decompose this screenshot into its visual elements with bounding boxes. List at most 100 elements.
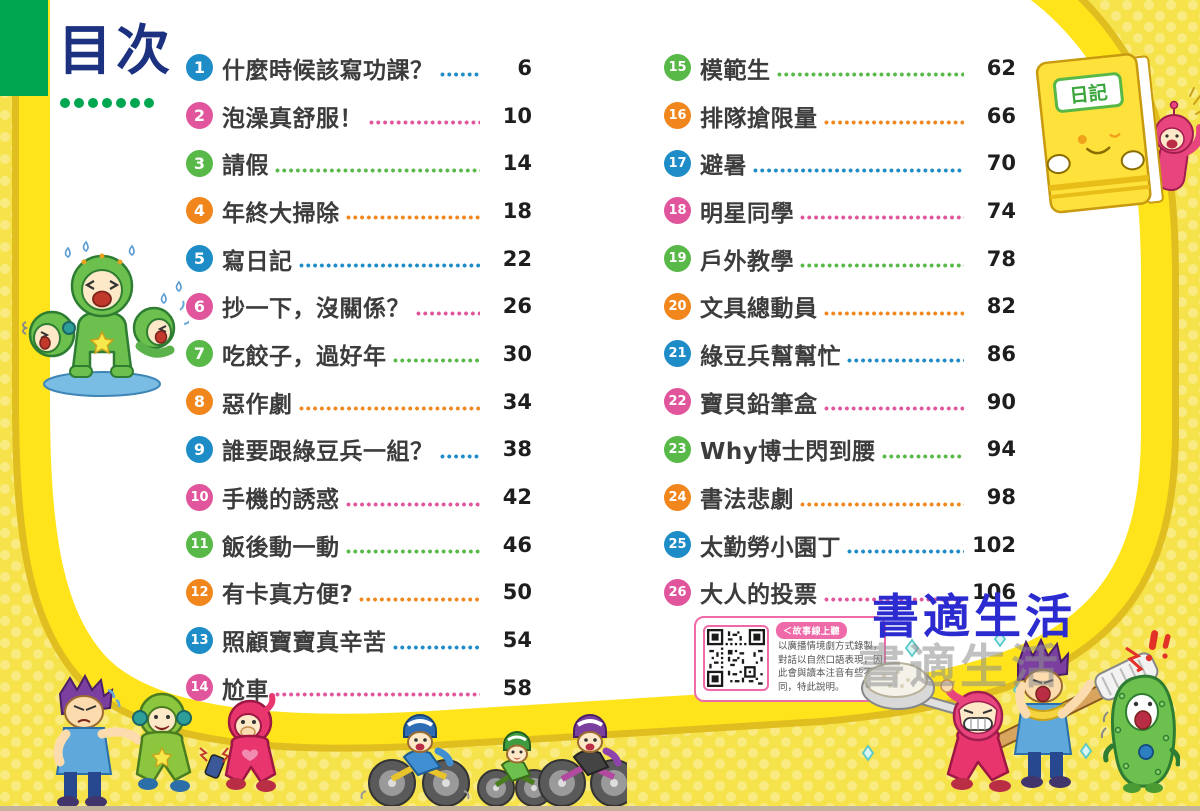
chapter-title: 尬車	[222, 677, 269, 704]
toc-entry[interactable]: 8 惡作劇 34	[186, 378, 532, 426]
dotted-leader	[392, 358, 480, 364]
chapter-number-badge: 16	[664, 102, 691, 130]
chapter-page-number: 90	[986, 389, 1016, 414]
dotted-leader	[823, 406, 964, 412]
chapter-page-number: 54	[502, 628, 532, 653]
chapter-page-number: 10	[502, 103, 532, 128]
toc-entry[interactable]: 25 太勤勞小園丁 102	[664, 521, 1016, 569]
chapter-title: 年終大掃除	[222, 200, 340, 227]
toc-entry[interactable]: 20 文具總動員 82	[664, 282, 1016, 330]
dotted-leader	[298, 263, 480, 269]
chapter-page-number: 86	[986, 341, 1016, 366]
toc-column-right: 15 模範生 62 16 排隊搶限量 66 17 避暑 70 18 明星同學 7…	[664, 44, 1016, 616]
toc-entry[interactable]: 1 什麼時候該寫功課？ 6	[186, 44, 532, 92]
chapter-number-badge: 15	[664, 54, 691, 82]
chapter-number-badge: 6	[186, 292, 213, 320]
toc-entry[interactable]: 11 飯後動一動 46	[186, 521, 532, 569]
chapter-page-number: 94	[986, 437, 1016, 462]
chapter-page-number: 18	[502, 198, 532, 223]
chapter-number-badge: 3	[186, 149, 213, 177]
cleanup-chase-illustration	[861, 630, 1180, 793]
toc-entry[interactable]: 10 手機的誘惑 42	[186, 473, 532, 521]
chapter-title: 綠豆兵幫幫忙	[700, 343, 841, 370]
watermark-secondary: 書適生活	[858, 640, 1062, 695]
toc-entry[interactable]: 4 年終大掃除 18	[186, 187, 532, 235]
toc-entry[interactable]: 12 有卡真方便? 50	[186, 569, 532, 617]
chapter-title: 誰要跟綠豆兵一組？	[222, 439, 434, 466]
dotted-leader	[416, 310, 480, 316]
dotted-leader	[753, 167, 964, 173]
chapter-page-number: 26	[502, 294, 532, 319]
diary-book-illustration: 日記	[1035, 53, 1200, 214]
chapter-number-badge: 9	[186, 435, 213, 463]
chapter-page-number: 74	[986, 198, 1016, 223]
dotted-leader	[345, 549, 480, 555]
chapter-page-number: 6	[517, 55, 532, 80]
chapter-title: 太勤勞小園丁	[700, 534, 841, 561]
toc-entry[interactable]: 24 書法悲劇 98	[664, 473, 1016, 521]
dotted-leader	[359, 596, 480, 602]
toc-entry[interactable]: 21 綠豆兵幫幫忙 86	[664, 330, 1016, 378]
chapter-title: 請假	[222, 153, 269, 180]
chapter-number-badge: 21	[664, 340, 691, 368]
bike-race-illustration	[360, 714, 627, 807]
toc-entry[interactable]: 17 避暑 70	[664, 139, 1016, 187]
dotted-leader	[823, 596, 964, 602]
watermark-primary: 書適生活	[872, 590, 1076, 645]
chapter-number-badge: 19	[664, 245, 691, 273]
toc-entry[interactable]: 14 尬車 58	[186, 664, 532, 712]
toc-entry[interactable]: 23 Why博士閃到腰 94	[664, 426, 1016, 474]
toc-entry[interactable]: 19 戶外教學 78	[664, 235, 1016, 283]
toc-entry[interactable]: 16 排隊搶限量 66	[664, 92, 1016, 140]
chapter-number-badge: 4	[186, 197, 213, 225]
dotted-leader	[345, 501, 480, 507]
chapter-page-number: 66	[986, 103, 1016, 128]
title-underline-dots	[60, 98, 154, 108]
chapter-title: 有卡真方便?	[222, 582, 354, 609]
dotted-leader	[275, 692, 480, 698]
chapter-page-number: 78	[986, 246, 1016, 271]
dotted-leader	[439, 72, 480, 78]
chapter-page-number: 38	[502, 437, 532, 462]
chapter-number-badge: 14	[186, 674, 213, 702]
toc-entry[interactable]: 13 照顧寶寶真辛苦 54	[186, 616, 532, 664]
dotted-leader	[881, 453, 964, 459]
dotted-leader	[392, 644, 480, 650]
chapter-page-number: 34	[502, 389, 532, 414]
toc-entry[interactable]: 15 模範生 62	[664, 44, 1016, 92]
qr-code[interactable]	[703, 625, 769, 691]
dotted-leader	[345, 215, 480, 221]
toc-entry[interactable]: 26 大人的投票 106	[664, 569, 1016, 617]
chapter-number-badge: 25	[664, 531, 691, 559]
toc-entry[interactable]: 3 請假 14	[186, 139, 532, 187]
chapter-page-number: 82	[986, 294, 1016, 319]
toc-entry[interactable]: 5 寫日記 22	[186, 235, 532, 283]
diary-label: 日記	[1068, 81, 1108, 108]
chapter-title: 模範生	[700, 57, 771, 84]
chapter-page-number: 70	[986, 151, 1016, 176]
chapter-page-number: 98	[986, 485, 1016, 510]
chapter-title: 惡作劇	[222, 391, 293, 418]
chapter-page-number: 62	[986, 55, 1016, 80]
chapter-page-number: 46	[502, 532, 532, 557]
toc-entry[interactable]: 6 抄一下，沒關係？ 26	[186, 282, 532, 330]
chapter-page-number: 58	[502, 675, 532, 700]
toc-entry[interactable]: 22 寶貝鉛筆盒 90	[664, 378, 1016, 426]
chapter-number-badge: 13	[186, 626, 213, 654]
chapter-page-number: 42	[502, 485, 532, 510]
chapter-number-badge: 10	[186, 483, 213, 511]
chapter-title: 排隊搶限量	[700, 105, 818, 132]
chapter-page-number: 50	[502, 580, 532, 605]
toc-entry[interactable]: 9 誰要跟綠豆兵一組？ 38	[186, 426, 532, 474]
toc-entry[interactable]: 18 明星同學 74	[664, 187, 1016, 235]
corner-green-square	[0, 0, 48, 96]
toc-entry[interactable]: 7 吃餃子，過好年 30	[186, 330, 532, 378]
toc-entry[interactable]: 2 泡澡真舒服！ 10	[186, 92, 532, 140]
dotted-leader	[369, 120, 480, 126]
chapter-number-badge: 22	[664, 388, 691, 416]
chapter-title: 書法悲劇	[700, 487, 794, 514]
chapter-number-badge: 8	[186, 388, 213, 416]
chapter-page-number: 22	[502, 246, 532, 271]
chapter-title: 避暑	[700, 153, 747, 180]
chapter-title: 戶外教學	[700, 248, 794, 275]
